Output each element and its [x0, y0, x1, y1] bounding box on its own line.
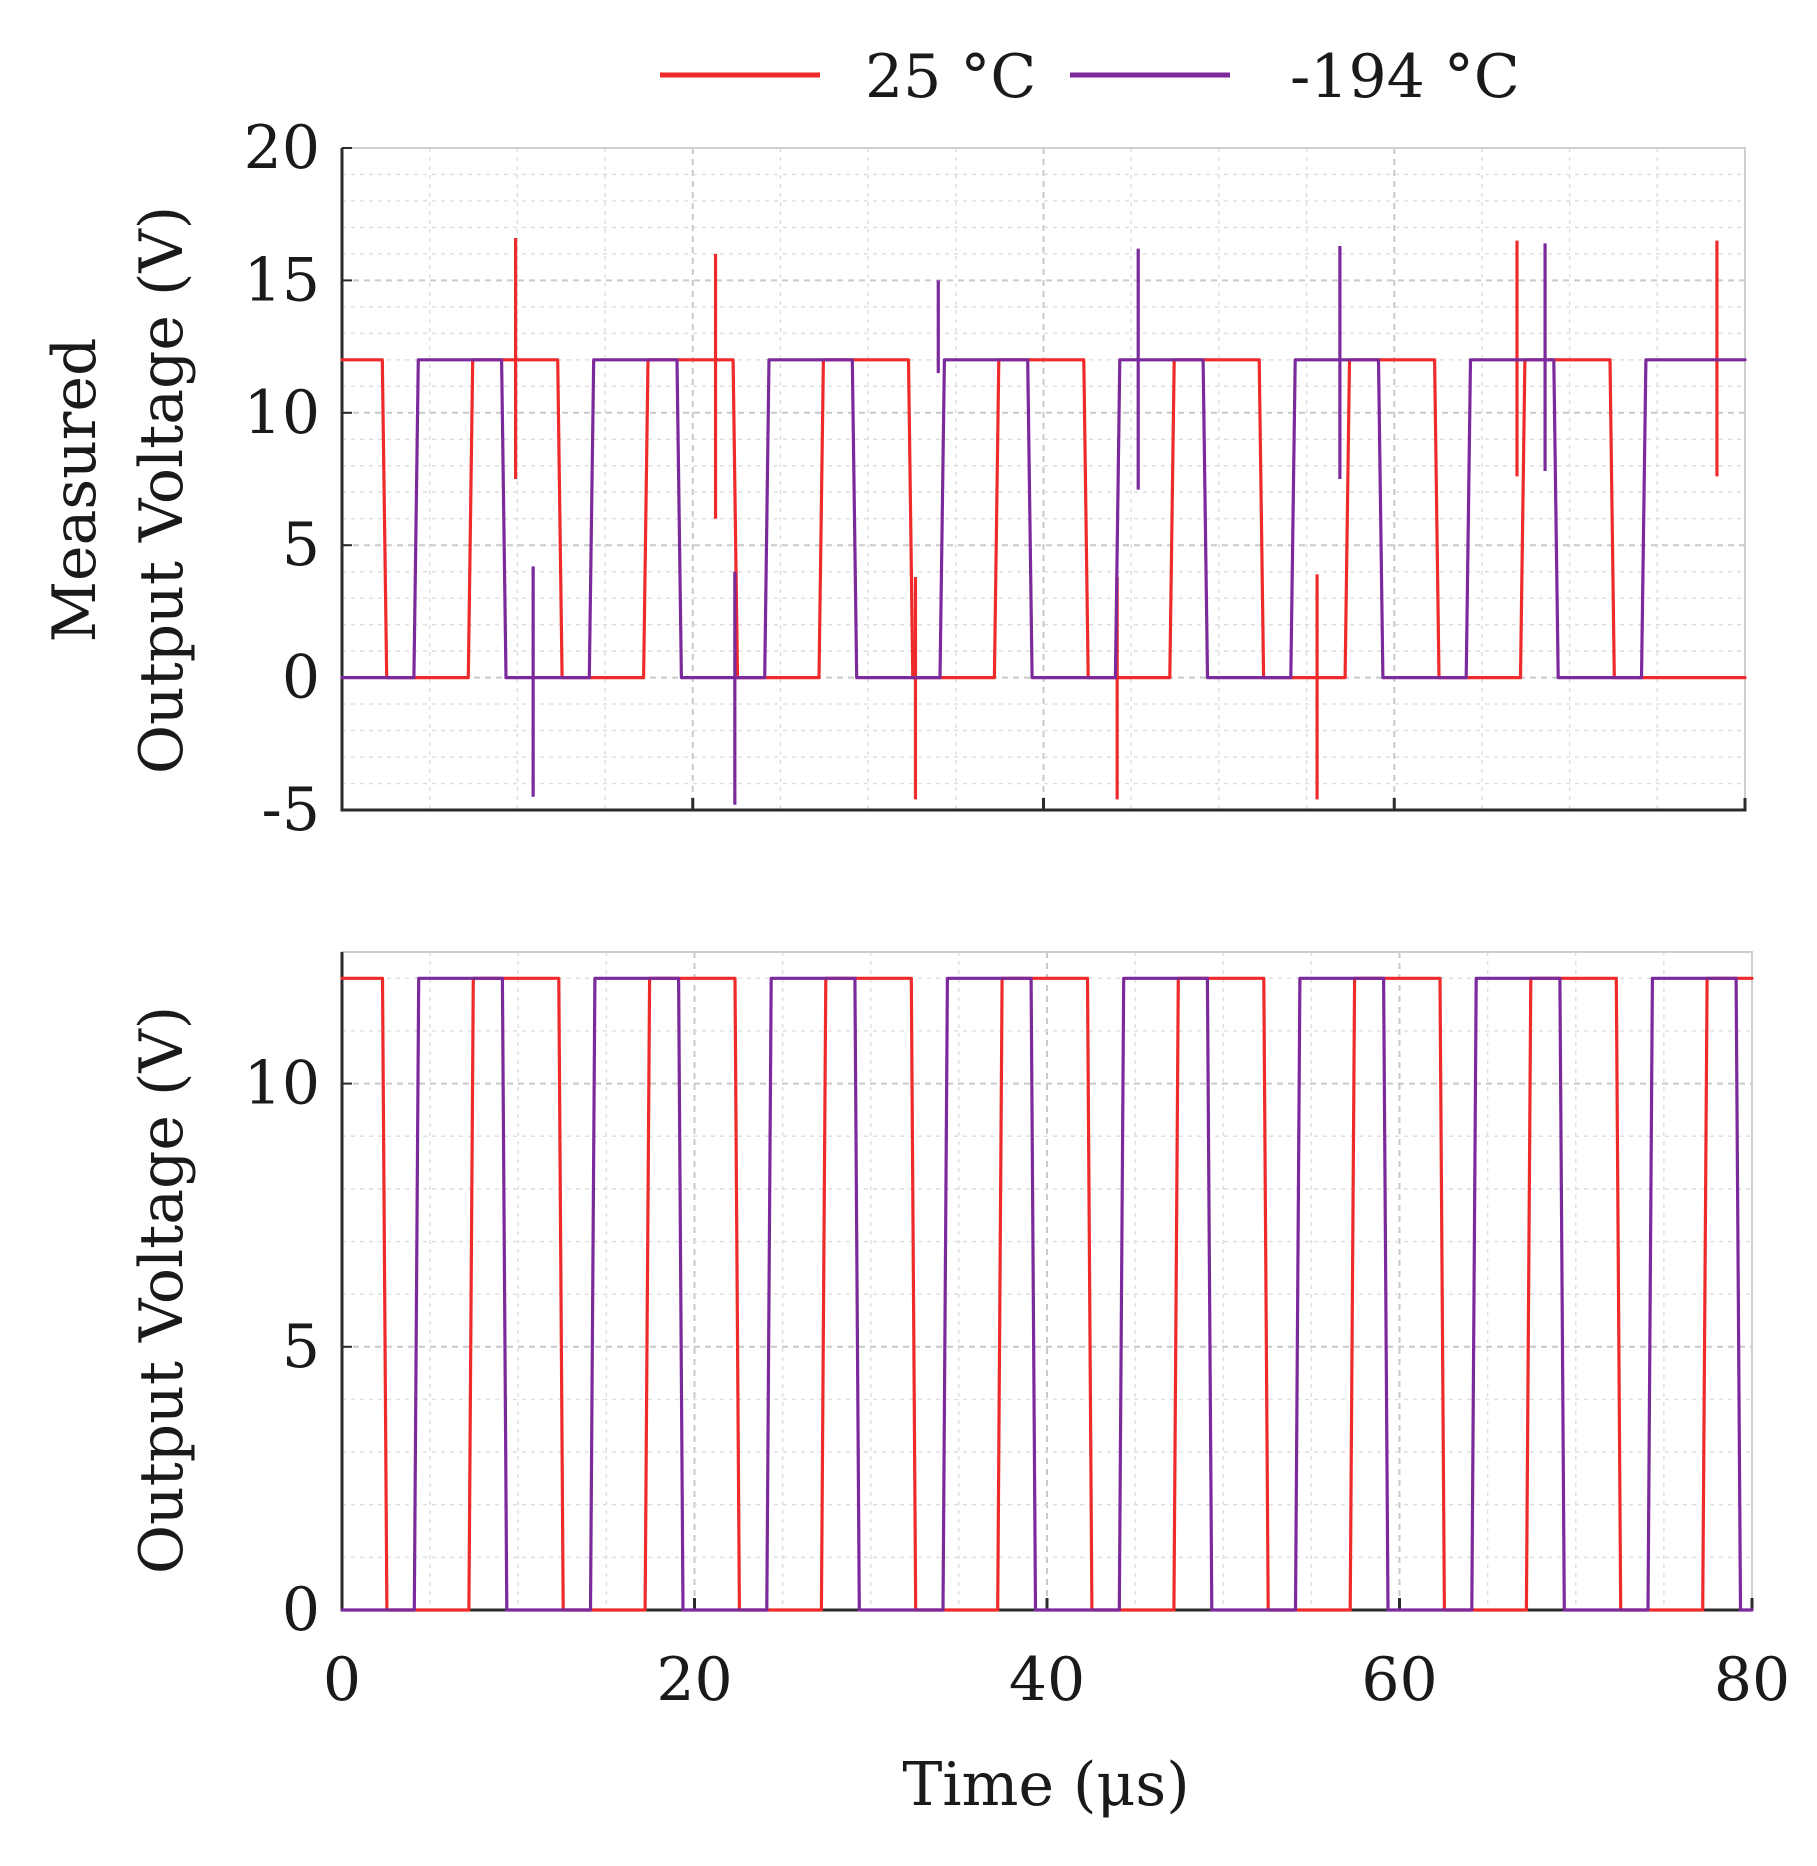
x-tick-label: 20: [656, 1645, 732, 1715]
top-y-tick-labels: -5 0 5 10 15 20: [244, 113, 352, 845]
x-tick-label: 60: [1361, 1645, 1437, 1715]
bottom-traces: [340, 976, 1754, 1612]
bottom-y-axis-title: Output Voltage (V): [127, 1006, 197, 1574]
legend-label-minus194c: -194 °C: [1290, 42, 1520, 112]
y-tick-label: -5: [262, 775, 320, 845]
y-tick-label: 10: [244, 1049, 320, 1119]
y-tick-label: 5: [282, 1312, 320, 1382]
y-tick-label: 20: [244, 113, 320, 183]
trace-25c: [340, 358, 1747, 680]
y-tick-label: 15: [244, 245, 320, 315]
top-y-axis-title-line1: Measured: [40, 338, 110, 643]
legend: 25 °C -194 °C: [660, 42, 1520, 112]
y-tick-label: 10: [244, 378, 320, 448]
bottom-panel: 0 20 40 60 80 0 5 10 Output Voltage (V) Time (…: [127, 951, 1790, 1820]
top-traces: [340, 238, 1747, 805]
bottom-x-tick-labels: 0 20 40 60 80: [323, 1598, 1790, 1715]
top-x-tick-marks: [340, 798, 1747, 810]
x-tick-label: 80: [1714, 1645, 1790, 1715]
trace-minus194c: [340, 358, 1747, 680]
top-panel: -5 0 5 10 15 20 Measured Output Voltage (V): [40, 113, 1747, 845]
y-tick-label: 0: [282, 1575, 320, 1645]
bottom-grid: [342, 952, 1753, 1610]
x-axis-title: Time (μs): [902, 1750, 1189, 1820]
bottom-plot-frame: [341, 951, 1753, 1611]
x-tick-label: 40: [1009, 1645, 1085, 1715]
trace-minus194c: [340, 976, 1754, 1612]
y-tick-label: 5: [282, 510, 320, 580]
top-y-axis-title-line2: Output Voltage (V): [127, 206, 197, 774]
bottom-y-tick-labels: 0 5 10: [244, 1049, 352, 1645]
top-grid: [342, 147, 1746, 810]
y-tick-label: 0: [282, 643, 320, 713]
bottom-axes: [340, 952, 1752, 1612]
trace-25c: [340, 976, 1754, 1612]
legend-label-25c: 25 °C: [865, 42, 1036, 112]
x-tick-label: 0: [323, 1645, 361, 1715]
